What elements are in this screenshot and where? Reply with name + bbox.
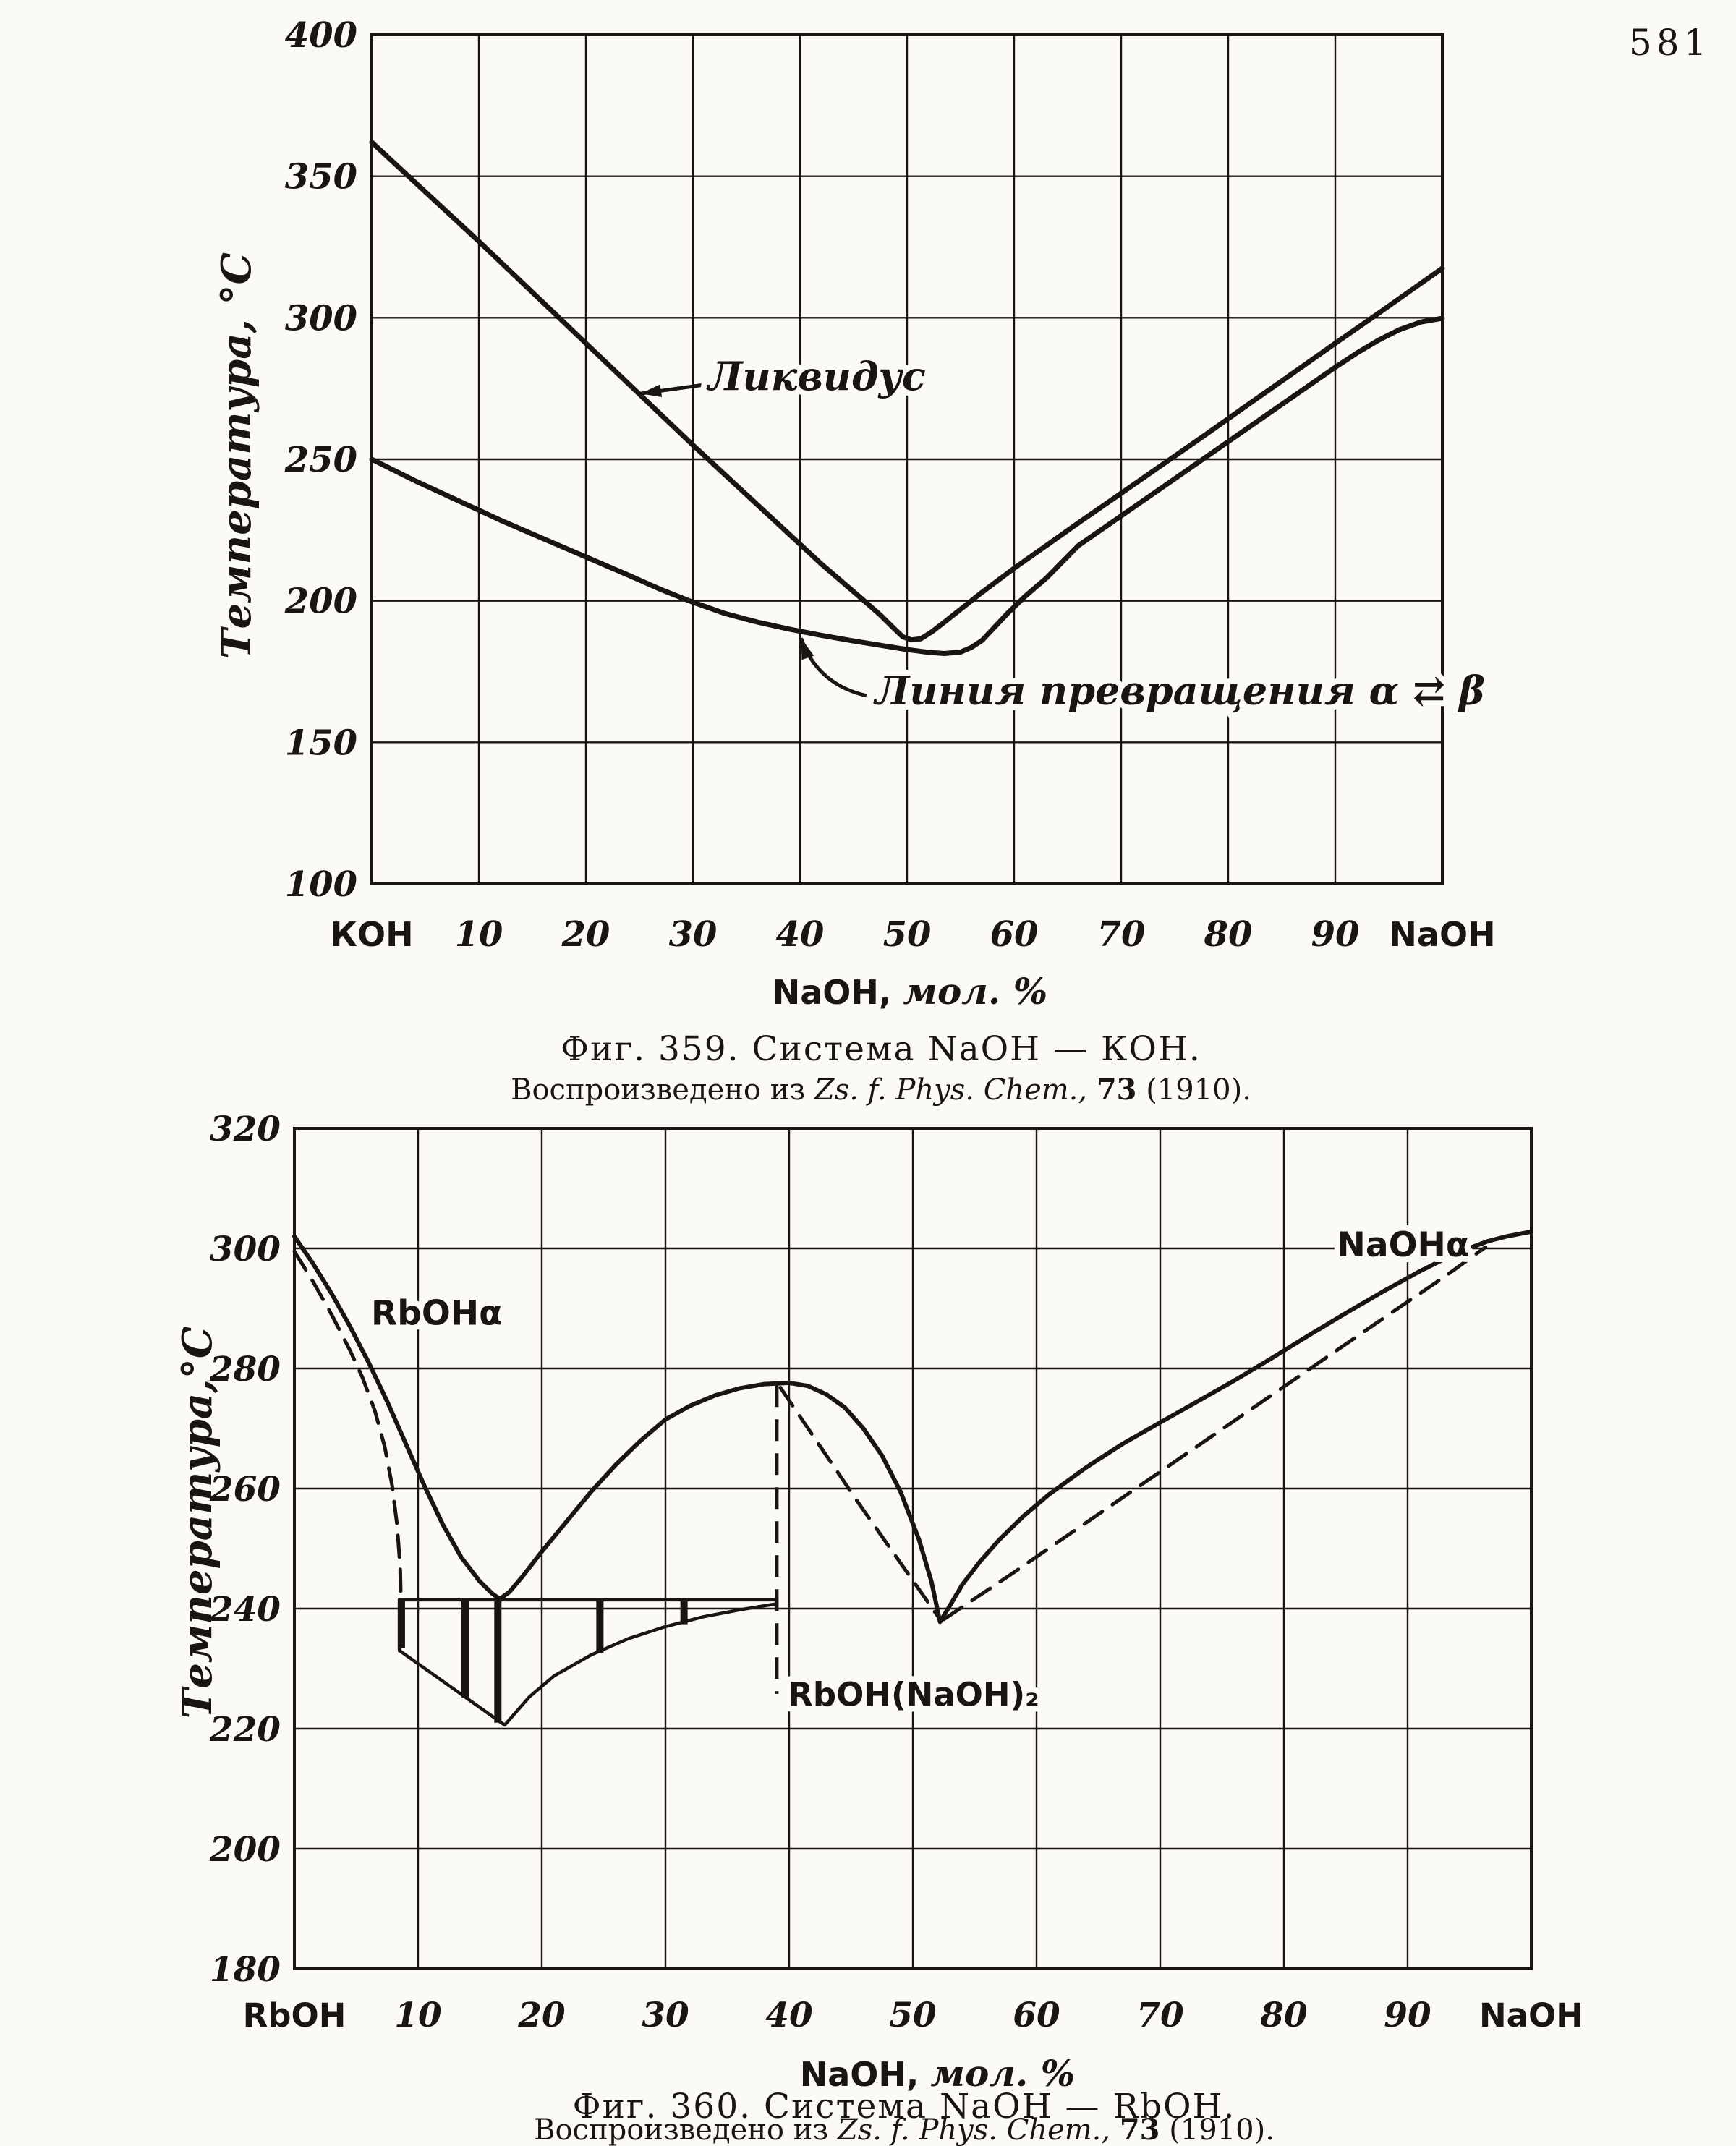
fig360-two-phase-lower-right-curve xyxy=(503,1602,779,1727)
fig360-solidus-right-dashed-curve xyxy=(942,1245,1488,1622)
fig359-x-axis-title: NaOH, мол. % xyxy=(773,970,1047,1013)
fig360-x-tick-60: 60 xyxy=(1013,1996,1060,2035)
fig360-x-tick-90: 90 xyxy=(1384,1996,1431,2035)
fig360-x-tick-50: 50 xyxy=(889,1996,937,2035)
fig359-x-tick-70: 70 xyxy=(1097,914,1146,955)
fig360-x-tick-80: 80 xyxy=(1259,1996,1308,2035)
fig359-grid xyxy=(370,33,1444,885)
fig360-chart: RbOHα NaOHα RbOH(NaOH)₂ 180 200 220 240 260 280 3… xyxy=(174,1110,1583,2146)
fig360-plot-border xyxy=(293,1127,1533,1970)
fig359-y-tick-250: 250 xyxy=(284,440,357,480)
fig360-peak-to-eutectic-dashed-curve xyxy=(778,1386,943,1622)
fig360-x-tick-30: 30 xyxy=(642,1996,689,2035)
page-number: 581 xyxy=(1629,22,1711,64)
fig359-y-tick-200: 200 xyxy=(284,582,357,622)
fig360-naoh-alpha-label: NaOHα xyxy=(1337,1225,1470,1265)
fig359-x-tick-40: 40 xyxy=(776,914,825,955)
fig359-x-tick-60: 60 xyxy=(990,914,1039,955)
annotation-arrowhead xyxy=(801,638,814,660)
fig360-x-tick-40: 40 xyxy=(765,1996,813,2035)
fig360-y-tick-260: 260 xyxy=(209,1470,281,1510)
fig360-y-tick-240: 240 xyxy=(209,1590,281,1630)
fig359-y-tick-300: 300 xyxy=(285,298,357,338)
fig360-rboh-alpha-boundary-curve xyxy=(292,1249,403,1598)
fig359-x-tick-50: 50 xyxy=(883,914,932,955)
fig360-caption: Фиг. 360. Система NaOH — RbOH. xyxy=(573,2087,1236,2126)
fig360-x-tick-RbOH: RbOH xyxy=(243,1996,346,2035)
fig360-x-axis-title: NaOH, мол. % xyxy=(800,2052,1075,2095)
fig360-source: Воспроизведено из Zs. f. Phys. Chem., 73… xyxy=(534,2113,1275,2146)
fig360-x-tick-70: 70 xyxy=(1136,1996,1184,2035)
fig359-x-tick-90: 90 xyxy=(1311,914,1360,955)
fig359-liquidus-curve xyxy=(369,140,1445,643)
fig360-x-tick-10: 10 xyxy=(394,1996,442,2035)
fig359-source: Воспроизведено из Zs. f. Phys. Chem., 73… xyxy=(511,1073,1251,1107)
annotation-arrowhead xyxy=(640,384,663,397)
fig359-x-tick-КОН: КОН xyxy=(330,915,413,954)
fig359-y-tick-100: 100 xyxy=(285,864,357,905)
fig360-x-tick-NaOH: NaOH xyxy=(1479,1996,1583,2035)
fig359-y-tick-350: 350 xyxy=(285,157,357,197)
fig359-y-tick-150: 150 xyxy=(285,723,357,763)
fig360-y-axis-title: Температура,°С xyxy=(174,1326,221,1719)
fig360-y-tick-200: 200 xyxy=(209,1830,281,1870)
fig359-liquidus-label: Ликвидус xyxy=(706,353,926,399)
fig359-caption: Фиг. 359. Система NaOH — КОН. xyxy=(561,1029,1201,1069)
fig360-y-tick-220: 220 xyxy=(209,1710,281,1750)
fig360-y-tick-280: 280 xyxy=(209,1350,281,1389)
fig359-y-tick-400: 400 xyxy=(285,15,357,56)
fig360-compound-label: RbOH(NaOH)₂ xyxy=(788,1675,1039,1713)
fig359-y-axis-title: Температура, °С xyxy=(213,252,260,660)
fig359-transformation-line-curve xyxy=(369,315,1445,656)
fig359-x-tick-30: 30 xyxy=(669,914,718,955)
fig360-two-phase-lower-left-curve xyxy=(398,1648,506,1727)
fig360-x-tick-20: 20 xyxy=(517,1996,566,2035)
fig360-rboh-alpha-label: RbOHα xyxy=(371,1293,502,1333)
fig359-transformation-label: Линия превращения α ⇄ β xyxy=(873,668,1485,714)
fig359-chart: Ликвидус Линия превращения α ⇄ β 100 150 200… xyxy=(213,15,1496,1107)
fig359-x-tick-80: 80 xyxy=(1204,914,1253,955)
fig359-x-tick-10: 10 xyxy=(455,914,503,955)
fig360-y-tick-180: 180 xyxy=(210,1950,281,1990)
fig359-transformation-label-leader xyxy=(799,637,867,698)
fig360-y-tick-320: 320 xyxy=(210,1110,281,1149)
fig360-liquidus-curve xyxy=(292,1229,1533,1625)
fig359-x-tick-20: 20 xyxy=(561,914,610,955)
fig359-x-tick-NaOH: NaOH xyxy=(1389,915,1495,954)
fig360-y-tick-300: 300 xyxy=(210,1230,281,1269)
